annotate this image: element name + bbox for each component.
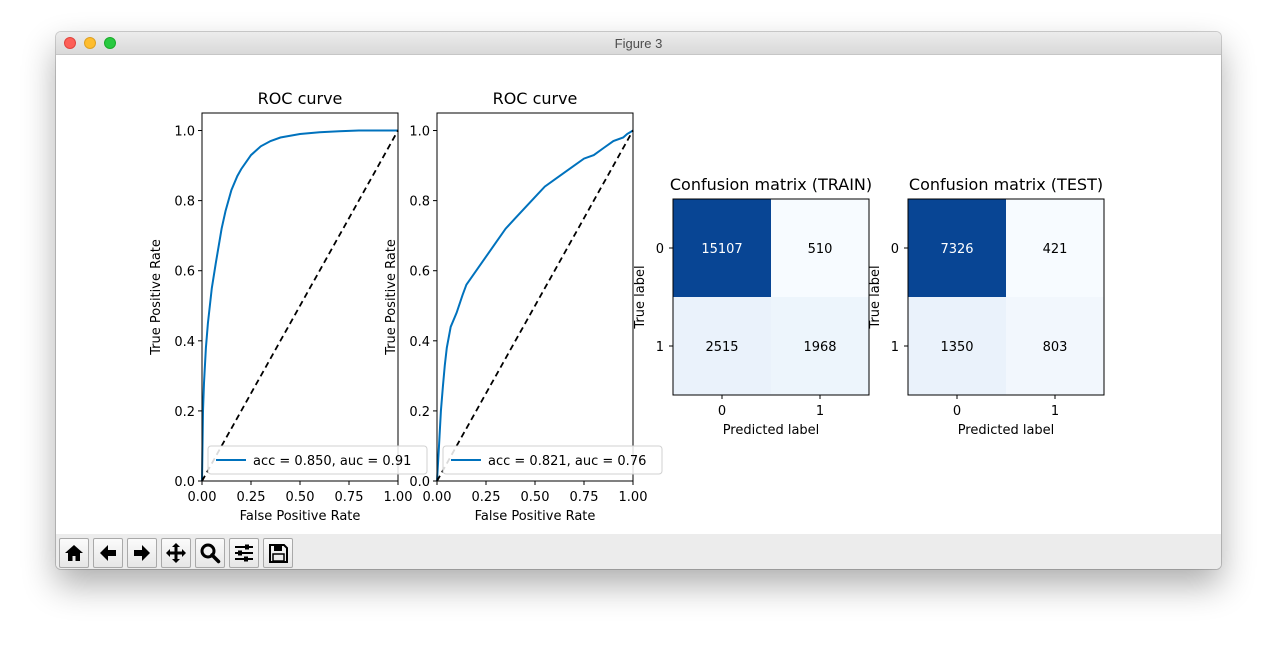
roc2-x-axis-label: False Positive Rate	[475, 509, 596, 524]
configure-subplots-icon	[235, 544, 253, 562]
roc2-x-tick-label: 1.00	[619, 490, 648, 505]
roc1-y-tick-label: 0.6	[174, 265, 195, 280]
save-icon	[269, 544, 288, 563]
cm-train-cell	[771, 297, 869, 395]
pan-icon	[166, 543, 186, 563]
close-window-button[interactable]	[64, 37, 76, 49]
roc2-y-tick-label: 0.2	[409, 405, 430, 420]
roc2-y-tick-label: 0.8	[409, 195, 430, 210]
roc2-title: ROC curve	[493, 89, 578, 108]
cm-train-cell	[673, 199, 771, 297]
window-title: Figure 3	[614, 36, 663, 51]
roc1-legend-box	[207, 445, 428, 475]
roc1-x-tick-label: 0.25	[237, 490, 266, 505]
cm-train-y-tick-label: 0	[656, 242, 664, 257]
roc1-chance-line	[201, 130, 399, 482]
home-icon	[65, 545, 83, 561]
cm-train-cell-value: 1968	[803, 340, 836, 355]
roc1-y-tick-label: 0.2	[174, 405, 195, 420]
roc1-legend-label: acc = 0.850, auc = 0.91	[253, 454, 411, 469]
cm-test-x-tick-label: 1	[1051, 404, 1059, 419]
roc2-roc-line	[436, 129, 634, 482]
roc1-x-tick-label: 0.00	[188, 490, 217, 505]
roc1-y-tick-label: 0.4	[174, 335, 195, 350]
roc1-y-tick-label: 0.8	[174, 195, 195, 210]
roc2-legend-label: acc = 0.821, auc = 0.76	[488, 454, 646, 469]
cm-test-cell	[908, 199, 1006, 297]
home-button[interactable]	[59, 538, 89, 568]
figure-canvas: 0.00 0.25 0.50 0.75 1.00 0.0 0.2 0.4 0.6 0.8 1.0 RO…	[56, 54, 1221, 534]
cm-test-cell	[908, 297, 1006, 395]
cm-test-cell	[1006, 199, 1104, 297]
cm-test-y-axis-label: True label	[868, 265, 883, 329]
pan-button[interactable]	[161, 538, 191, 568]
navigation-toolbar	[56, 534, 1221, 569]
cm-train-cell	[771, 199, 869, 297]
cm-test-title: Confusion matrix (TEST)	[909, 175, 1103, 194]
cm-test-y-tick-label: 0	[891, 242, 899, 257]
cm-train-cell-value: 15107	[701, 242, 742, 257]
roc2-y-tick-label: 0.6	[409, 265, 430, 280]
cm-train-axes-frame	[672, 198, 870, 396]
roc1-x-tick-label: 0.50	[286, 490, 315, 505]
cm-train-cell	[673, 297, 771, 395]
cm-test-cell-value: 1350	[940, 340, 973, 355]
forward-arrow-icon	[134, 545, 150, 561]
roc2-y-tick-label: 0.4	[409, 335, 430, 350]
roc2-y-tick-label: 1.0	[409, 125, 430, 140]
roc1-plot-area	[202, 113, 398, 481]
configure-subplots-button[interactable]	[229, 538, 259, 568]
maximize-window-button[interactable]	[104, 37, 116, 49]
cm-train-x-axis-label: Predicted label	[723, 423, 820, 438]
zoom-button[interactable]	[195, 538, 225, 568]
roc1-title: ROC curve	[258, 89, 343, 108]
title-bar: Figure 3	[56, 32, 1221, 55]
save-button[interactable]	[263, 538, 293, 568]
cm-train-cell-value: 2515	[705, 340, 738, 355]
figure-window: Figure 3 0.00 0.25 0.50 0.75 1.00 0.0 0.2 0.4 0.…	[56, 32, 1221, 569]
forward-button[interactable]	[127, 538, 157, 568]
cm-test-cell-value: 7326	[940, 242, 973, 257]
roc1-x-tick-label: 1.00	[384, 490, 413, 505]
roc2-x-tick-label: 0.75	[570, 490, 599, 505]
cm-test-x-axis-label: Predicted label	[958, 423, 1055, 438]
cm-train-y-tick-label: 1	[656, 340, 664, 355]
roc2-y-tick-label: 0.0	[409, 475, 430, 490]
back-arrow-icon	[100, 545, 116, 561]
cm-test-x-tick-label: 0	[953, 404, 961, 419]
cm-train-x-tick-label: 1	[816, 404, 824, 419]
cm-train-x-tick-label: 0	[718, 404, 726, 419]
roc2-plot-area	[437, 113, 633, 481]
roc1-y-tick-label: 1.0	[174, 125, 195, 140]
cm-train-cell-value: 510	[808, 242, 833, 257]
cm-train-title: Confusion matrix (TRAIN)	[670, 175, 872, 194]
roc2-x-tick-label: 0.25	[472, 490, 501, 505]
roc2-x-tick-label: 0.00	[423, 490, 452, 505]
figure-plots: 0.00 0.25 0.50 0.75 1.000.00.20.40.60.81.0RO…	[149, 89, 1105, 524]
cm-test-cell-value: 421	[1043, 242, 1068, 257]
roc1-x-axis-label: False Positive Rate	[240, 509, 361, 524]
cm-test-y-tick-label: 1	[891, 340, 899, 355]
cm-test-cell	[1006, 297, 1104, 395]
roc1-y-tick-label: 0.0	[174, 475, 195, 490]
roc2-legend-box	[442, 445, 663, 475]
zoom-icon	[200, 543, 221, 564]
back-button[interactable]	[93, 538, 123, 568]
cm-train-y-axis-label: True label	[633, 265, 648, 329]
cm-test-cell-value: 803	[1043, 340, 1068, 355]
roc1-roc-line	[201, 129, 398, 482]
roc2-y-axis-label: True Positive Rate	[384, 239, 399, 356]
roc2-chance-line	[436, 130, 634, 482]
cm-test-axes-frame	[907, 198, 1105, 396]
roc2-x-tick-label: 0.50	[521, 490, 550, 505]
roc1-y-axis-label: True Positive Rate	[149, 239, 164, 356]
minimize-window-button[interactable]	[84, 37, 96, 49]
roc1-x-tick-label: 0.75	[335, 490, 364, 505]
